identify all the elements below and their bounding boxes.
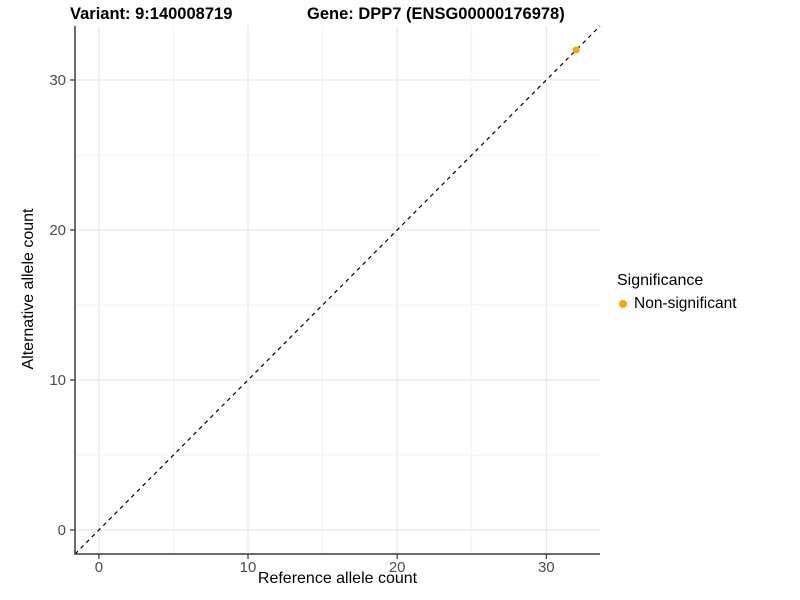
legend-item-label: Non-significant — [634, 295, 737, 312]
variant-title: Variant: 9:140008719 — [70, 5, 233, 23]
y-tick-label: 30 — [49, 72, 66, 89]
gene-title: Gene: DPP7 (ENSG00000176978) — [307, 5, 565, 23]
x-tick-label: 20 — [389, 559, 406, 576]
y-tick-label: 0 — [58, 522, 66, 539]
y-tick-label: 10 — [49, 372, 66, 389]
point-marker-icon — [619, 300, 627, 308]
data-point — [572, 46, 580, 54]
x-axis-label: Reference allele count — [257, 570, 418, 587]
legend-item-non-significant: Non-significant — [617, 295, 737, 313]
x-tick-label: 30 — [538, 559, 555, 576]
legend: Significance Non-significant — [617, 272, 737, 313]
x-tick-label: 10 — [240, 559, 257, 576]
legend-title: Significance — [617, 272, 704, 289]
x-tick-label: 0 — [95, 559, 103, 576]
y-tick-label: 20 — [49, 222, 66, 239]
identity-reference-line — [74, 25, 601, 555]
